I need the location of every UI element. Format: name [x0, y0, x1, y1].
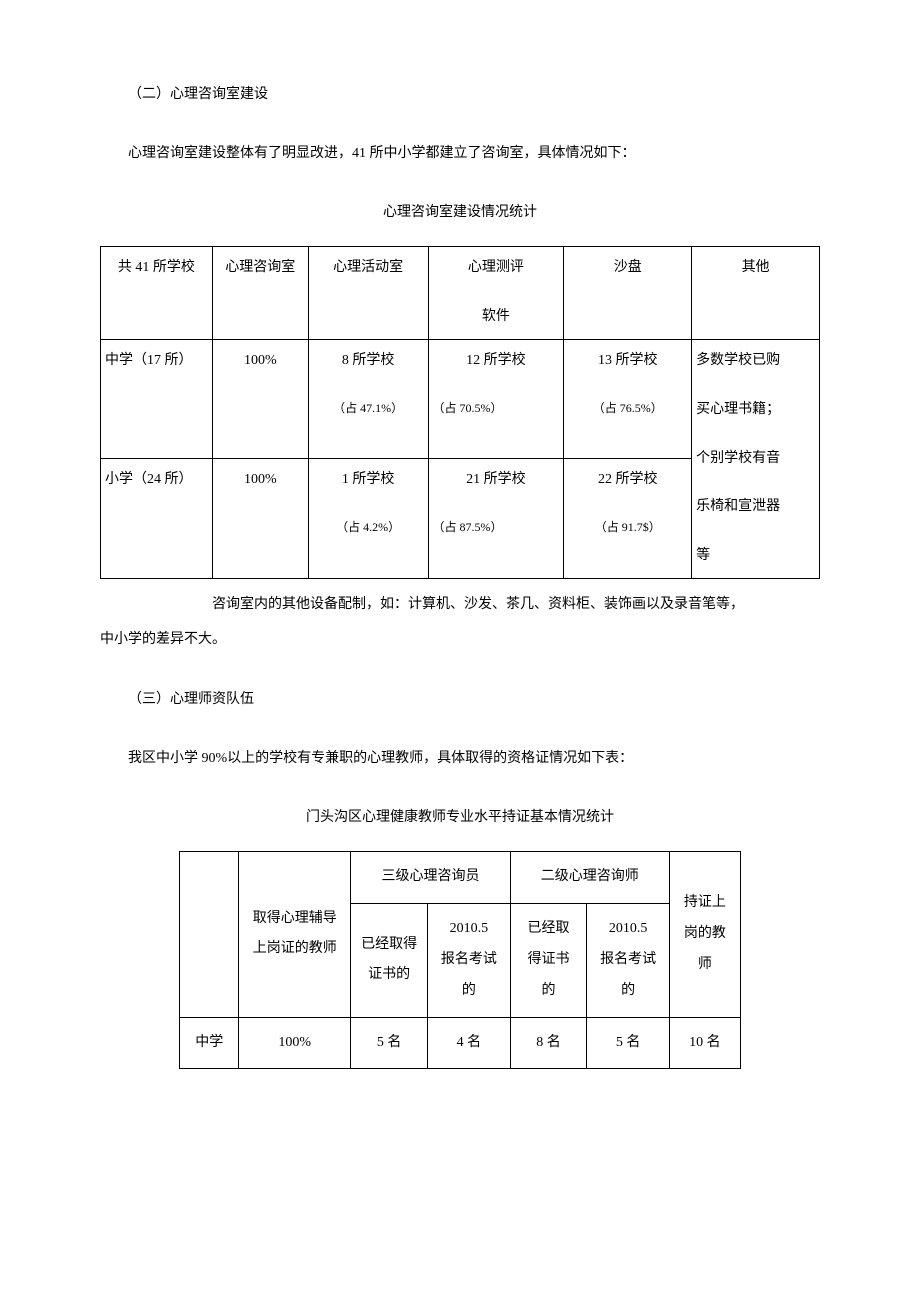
- cell-c1: 100%: [239, 1017, 351, 1069]
- line1: 已经取: [515, 914, 583, 945]
- table2-header-g2: 二级心理咨询师: [510, 852, 669, 904]
- cell-bottom: （占 76.5%）: [568, 395, 687, 421]
- cell-bottom: （占 47.1%）: [313, 395, 424, 421]
- cell-top: 13 所学校: [568, 346, 687, 377]
- cell-label: 中学: [180, 1017, 239, 1069]
- text-line2: 软件: [433, 302, 560, 333]
- text: 共 41 所学校: [105, 253, 208, 284]
- table2-header-blank: [180, 852, 239, 1017]
- cell-bottom: （占 87.5%）: [433, 514, 560, 540]
- table2-header-c2a: 已经取 得证书 的: [510, 904, 587, 1017]
- line1: 2010.5: [432, 914, 506, 945]
- cell-top: 1 所学校: [313, 465, 424, 496]
- c6-line1: 多数学校已购: [696, 346, 815, 377]
- note-line1: 咨询室内的其他设备配制，如：计算机、沙发、茶几、资料柜、装饰画以及录音笔等，: [212, 597, 744, 612]
- table1-header-c5: 沙盘: [564, 247, 692, 340]
- cell-c3: 1 所学校 （占 4.2%）: [308, 459, 428, 579]
- table2-title: 门头沟区心理健康教师专业水平持证基本情况统计: [100, 803, 820, 834]
- c6-line5: 等: [696, 541, 815, 572]
- section2-note: 咨询室内的其他设备配制，如：计算机、沙发、茶几、资料柜、装饰画以及录音笔等， 中…: [100, 587, 820, 657]
- cell-c1: 中学（17 所）: [101, 339, 213, 458]
- line2: 报名考试: [432, 945, 506, 976]
- table1-header-c2: 心理咨询室: [212, 247, 308, 340]
- table1-header-c4: 心理测评 软件: [428, 247, 564, 340]
- cell-c4: 12 所学校 （占 70.5%）: [428, 339, 564, 458]
- line3: 师: [674, 950, 736, 981]
- cell-c6-merged: 多数学校已购 买心理书籍； 个别学校有音 乐椅和宣泄器 等: [692, 339, 820, 578]
- cell-top: 21 所学校: [433, 465, 560, 496]
- table2-header-g3: 三级心理咨询员: [351, 852, 510, 904]
- cell-c2: 100%: [212, 459, 308, 579]
- table1-header-c3: 心理活动室: [308, 247, 428, 340]
- table2-header-c2b: 2010.5 报名考试 的: [587, 904, 670, 1017]
- cell-bottom: （占 70.5%）: [433, 395, 560, 421]
- cell-top: 12 所学校: [433, 346, 560, 377]
- table1-header-c6: 其他: [692, 247, 820, 340]
- cell-c4: 8 名: [510, 1017, 587, 1069]
- cell-c2: 5 名: [351, 1017, 428, 1069]
- cell-c3: 4 名: [428, 1017, 511, 1069]
- table1-row-middle: 中学（17 所） 100% 8 所学校 （占 47.1%） 12 所学校 （占 …: [101, 339, 820, 458]
- table2-header-c1: 取得心理辅导 上岗证的教师: [239, 852, 351, 1017]
- table2-header-c3a: 已经取得 证书的: [351, 904, 428, 1017]
- line3: 的: [591, 976, 665, 1007]
- cell-c6: 10 名: [669, 1017, 740, 1069]
- table1-header-row: 共 41 所学校 心理咨询室 心理活动室 心理测评 软件 沙盘 其他: [101, 247, 820, 340]
- line3: 的: [515, 976, 583, 1007]
- cell-c5: 22 所学校 （占 91.7$）: [564, 459, 692, 579]
- table2: 取得心理辅导 上岗证的教师 三级心理咨询员 二级心理咨询师 持证上 岗的教 师 …: [179, 851, 741, 1069]
- line2: 得证书: [515, 945, 583, 976]
- line2: 证书的: [355, 960, 423, 991]
- section2-intro: 心理咨询室建设整体有了明显改进，41 所中小学都建立了咨询室，具体情况如下：: [100, 139, 820, 170]
- cell-top: 8 所学校: [313, 346, 424, 377]
- table1-header-c1: 共 41 所学校: [101, 247, 213, 340]
- cell-c5: 5 名: [587, 1017, 670, 1069]
- text-line1: 心理测评: [433, 253, 560, 284]
- cell-c4: 21 所学校 （占 87.5%）: [428, 459, 564, 579]
- section3-intro: 我区中小学 90%以上的学校有专兼职的心理教师，具体取得的资格证情况如下表：: [100, 744, 820, 775]
- line2: 报名考试: [591, 945, 665, 976]
- cell-c1: 小学（24 所）: [101, 459, 213, 579]
- table2-header-c3b: 2010.5 报名考试 的: [428, 904, 511, 1017]
- line2: 上岗证的教师: [243, 934, 346, 965]
- line1: 持证上: [674, 888, 736, 919]
- section2-title: （二）心理咨询室建设: [100, 80, 820, 111]
- table1: 共 41 所学校 心理咨询室 心理活动室 心理测评 软件 沙盘 其他 中学（17…: [100, 246, 820, 579]
- table1-title: 心理咨询室建设情况统计: [100, 198, 820, 229]
- c6-line3: 个别学校有音: [696, 444, 815, 475]
- table2-row-middle: 中学 100% 5 名 4 名 8 名 5 名 10 名: [180, 1017, 741, 1069]
- note-line2: 中小学的差异不大。: [100, 632, 226, 647]
- line1: 已经取得: [355, 930, 423, 961]
- cell-top: 22 所学校: [568, 465, 687, 496]
- line1: 2010.5: [591, 914, 665, 945]
- cell-c2: 100%: [212, 339, 308, 458]
- cell-bottom: （占 91.7$）: [568, 514, 687, 540]
- cell-bottom: （占 4.2%）: [313, 514, 424, 540]
- line1: 取得心理辅导: [243, 904, 346, 935]
- table2-header-row1: 取得心理辅导 上岗证的教师 三级心理咨询员 二级心理咨询师 持证上 岗的教 师: [180, 852, 741, 904]
- cell-c3: 8 所学校 （占 47.1%）: [308, 339, 428, 458]
- c6-line2: 买心理书籍；: [696, 395, 815, 426]
- line2: 岗的教: [674, 919, 736, 950]
- section3-title: （三）心理师资队伍: [100, 685, 820, 716]
- c6-line4: 乐椅和宣泄器: [696, 492, 815, 523]
- cell-c5: 13 所学校 （占 76.5%）: [564, 339, 692, 458]
- table2-header-c6: 持证上 岗的教 师: [669, 852, 740, 1017]
- line3: 的: [432, 976, 506, 1007]
